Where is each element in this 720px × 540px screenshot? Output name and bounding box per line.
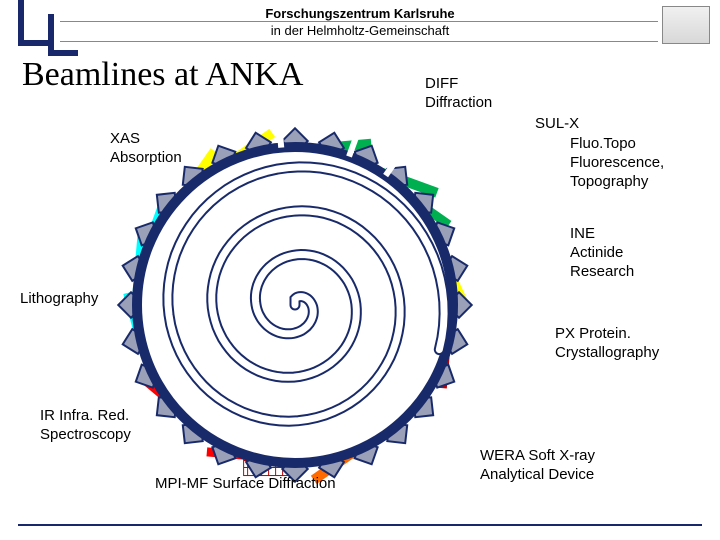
divider <box>60 41 658 42</box>
header-line2: in der Helmholtz-Gemeinschaft <box>0 23 720 40</box>
divider <box>60 21 658 22</box>
label-litho: Lithography <box>20 290 98 309</box>
label-xas: XAS Absorption <box>110 130 182 168</box>
label-mpi: MPI-MF Surface Diffraction <box>155 475 336 494</box>
frame-corner <box>18 40 52 46</box>
label-ir: IR Infra. Red. Spectroscopy <box>40 407 131 445</box>
label-wera: WERA Soft X-ray Analytical Device <box>480 447 595 485</box>
divider <box>18 524 702 526</box>
label-ine: INE Actinide Research <box>570 225 634 281</box>
label-sulx-head: SUL-X <box>535 115 579 134</box>
logo <box>662 6 710 44</box>
label-px: PX Protein. Crystallography <box>555 325 659 363</box>
label-diff: DIFF Diffraction <box>425 75 492 113</box>
header: Forschungszentrum Karlsruhe in der Helmh… <box>0 0 720 40</box>
page-title: Beamlines at ANKA <box>22 56 303 94</box>
label-sulx: Fluo.Topo Fluorescence, Topography <box>570 135 664 191</box>
